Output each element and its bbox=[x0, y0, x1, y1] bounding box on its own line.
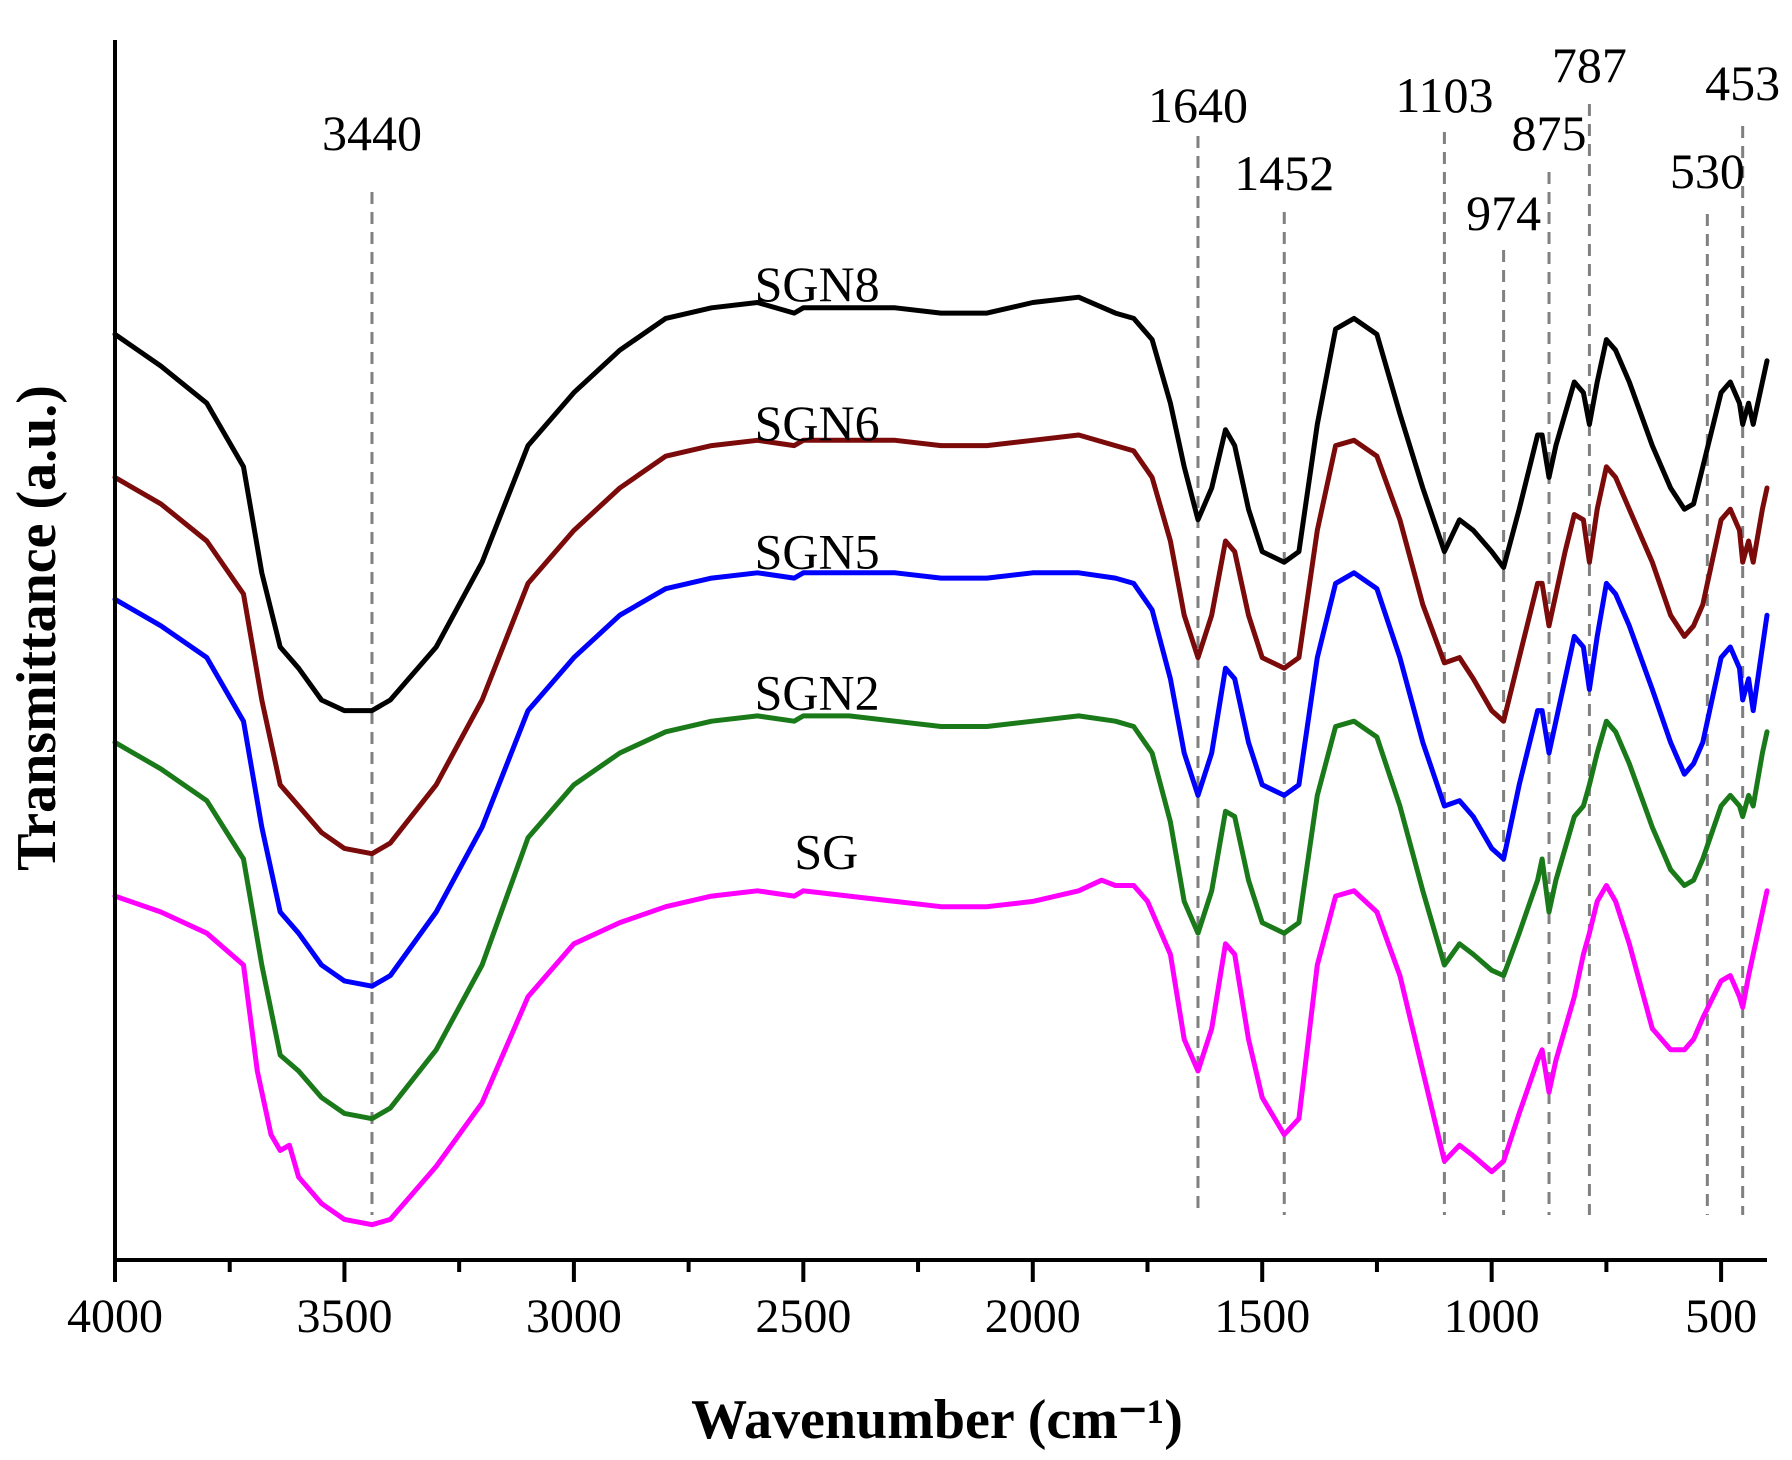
annotation-label-787: 787 bbox=[1552, 37, 1627, 93]
annotation-label-530: 530 bbox=[1670, 143, 1745, 199]
x-tick-label-1500: 1500 bbox=[1214, 1290, 1310, 1343]
annotation-label-1640: 1640 bbox=[1148, 77, 1248, 133]
series-line-sgn2 bbox=[112, 713, 1770, 1122]
series-line-sgn5 bbox=[112, 570, 1770, 989]
x-tick-label-3000: 3000 bbox=[526, 1290, 622, 1343]
x-tick-label-1000: 1000 bbox=[1444, 1290, 1540, 1343]
x-axis-title: Wavenumber (cm⁻¹) bbox=[691, 1389, 1183, 1451]
annotation-label-875: 875 bbox=[1512, 105, 1587, 161]
annotation-lines bbox=[370, 104, 1745, 1215]
series-line-sg bbox=[112, 877, 1770, 1228]
series-labels: SGN8 SGN6 SGN5 SGN2 SG bbox=[755, 256, 880, 879]
series-label-sg: SG bbox=[794, 823, 858, 879]
y-axis-title: Transmittance (a.u.) bbox=[6, 385, 68, 871]
annotation-label-1103: 1103 bbox=[1395, 67, 1493, 123]
series-label-sgn5: SGN5 bbox=[755, 523, 880, 579]
axes bbox=[113, 40, 1767, 1282]
series-label-sgn8: SGN8 bbox=[755, 256, 880, 312]
series-label-sgn6: SGN6 bbox=[755, 395, 880, 451]
x-tick-labels: 4000 3500 3000 2500 2000 1500 1000 500 bbox=[67, 1290, 1757, 1343]
x-tick-label-2000: 2000 bbox=[985, 1290, 1081, 1343]
annotation-label-974: 974 bbox=[1466, 185, 1541, 241]
series-lines bbox=[112, 294, 1770, 1228]
x-tick-label-3500: 3500 bbox=[296, 1290, 392, 1343]
annotation-label-1452: 1452 bbox=[1234, 145, 1334, 201]
x-tick-label-4000: 4000 bbox=[67, 1290, 163, 1343]
series-line-sgn6 bbox=[112, 432, 1770, 857]
series-label-sgn2: SGN2 bbox=[755, 664, 880, 720]
x-tick-label-2500: 2500 bbox=[755, 1290, 851, 1343]
annotation-label-453: 453 bbox=[1705, 55, 1780, 111]
annotation-labels: 3440 1640 1452 1103 974 875 787 530 453 bbox=[322, 37, 1780, 241]
x-tick-label-500: 500 bbox=[1685, 1290, 1757, 1343]
annotation-label-3440: 3440 bbox=[322, 105, 422, 161]
series-line-sgn8 bbox=[112, 294, 1770, 714]
